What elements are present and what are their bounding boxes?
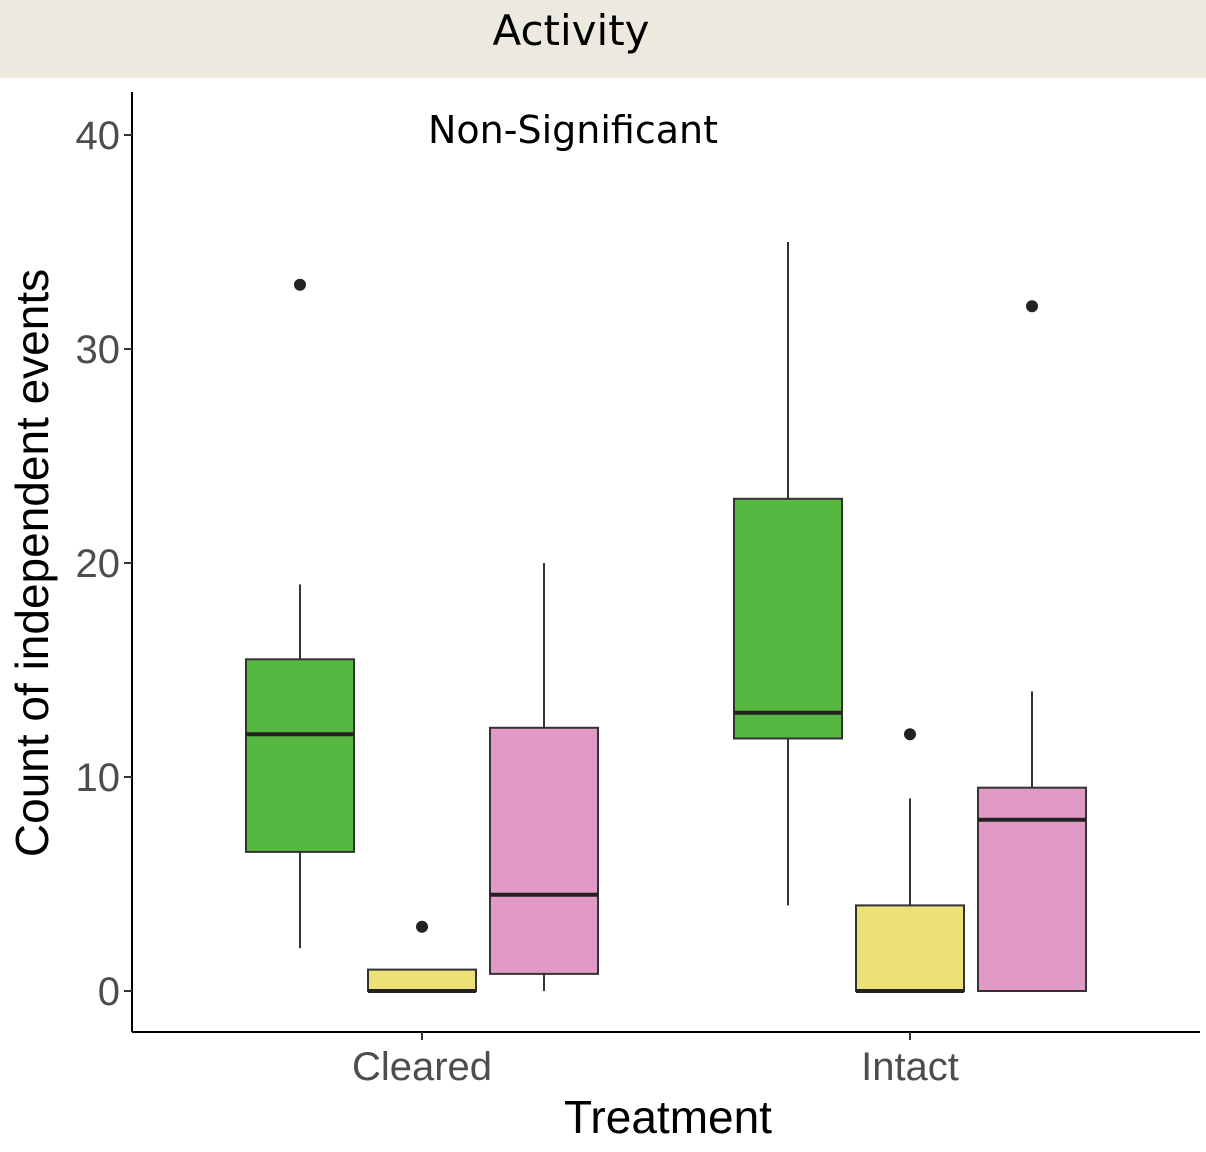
iqr-box	[489, 726, 599, 975]
axes: 0 10 20 30 40 Cleared Intact	[76, 92, 1200, 1089]
iqr-box	[733, 497, 843, 740]
header-band	[0, 0, 1206, 78]
outlier-point	[1026, 300, 1038, 313]
x-axis-title: Treatment	[564, 1091, 772, 1143]
y-tick-label: 20	[76, 542, 121, 586]
chart-header-title: Activity	[492, 6, 650, 55]
x-tick-label: Cleared	[352, 1045, 492, 1089]
iqr-box	[367, 968, 477, 992]
box-intact-3	[977, 300, 1087, 993]
boxes	[245, 242, 1087, 993]
iqr-box	[855, 904, 965, 993]
outlier-point	[904, 728, 916, 741]
box-cleared-1	[245, 278, 355, 949]
box-intact-1	[733, 242, 843, 906]
y-tick-label: 40	[76, 114, 121, 158]
box-cleared-3	[489, 563, 599, 991]
box-cleared-2	[367, 920, 477, 993]
y-tick-label: 0	[98, 970, 120, 1014]
y-tick-label: 10	[76, 756, 121, 800]
x-tick-label: Intact	[861, 1045, 959, 1089]
iqr-box	[245, 658, 355, 853]
significance-annotation: Non-Significant	[428, 108, 718, 152]
y-axis-title: Count of independent events	[6, 269, 58, 857]
y-tick-label: 30	[76, 328, 121, 372]
box-intact-2	[855, 728, 965, 993]
outlier-point	[294, 278, 306, 291]
outlier-point	[416, 920, 428, 933]
